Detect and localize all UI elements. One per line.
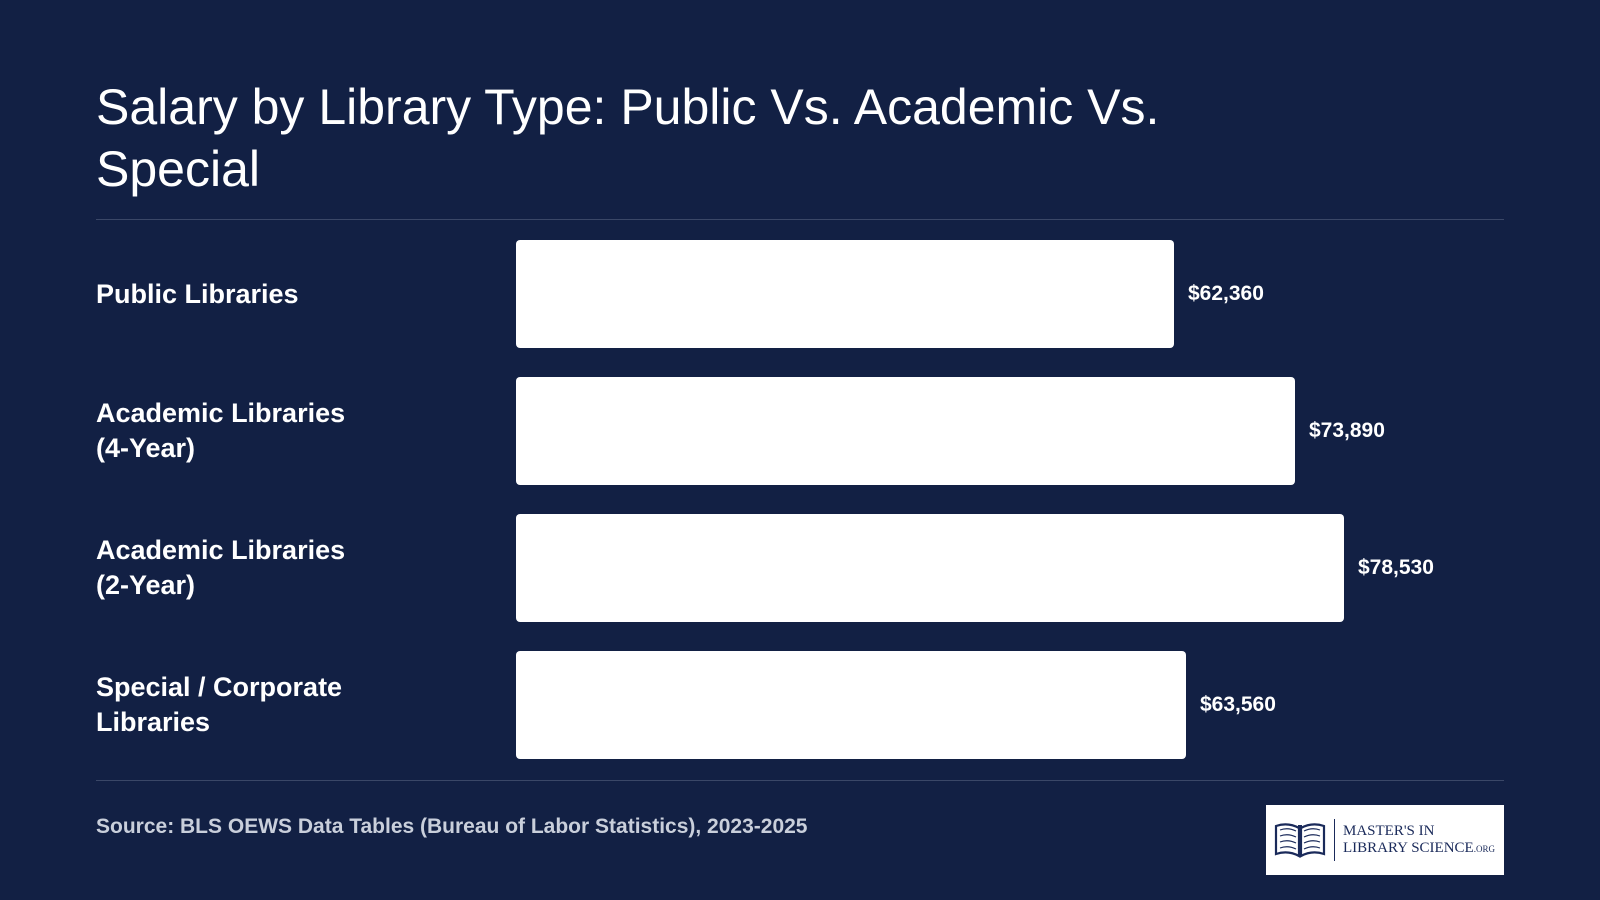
bar <box>516 651 1186 759</box>
bottom-divider <box>96 780 1504 781</box>
logo-separator <box>1334 819 1335 861</box>
chart-title: Salary by Library Type: Public Vs. Acade… <box>96 79 1160 197</box>
logo-line-1: MASTER'S IN <box>1343 822 1435 839</box>
source-note: Source: BLS OEWS Data Tables (Bureau of … <box>96 815 808 838</box>
bar <box>516 240 1174 348</box>
value-label: $78,530 <box>1358 556 1434 579</box>
value-label: $62,360 <box>1188 282 1264 305</box>
value-label: $73,890 <box>1309 419 1385 442</box>
logo-text: MASTER'S IN LIBRARY SCIENCE.ORG <box>1343 823 1495 858</box>
bar <box>516 377 1295 485</box>
category-label: Academic Libraries (4-Year) <box>96 398 346 463</box>
site-logo[interactable]: MASTER'S IN LIBRARY SCIENCE.ORG <box>1266 805 1504 875</box>
logo-line-2-main: LIBRARY SCIENCE <box>1343 839 1474 856</box>
open-book-icon <box>1274 823 1326 858</box>
logo-suffix: .ORG <box>1473 843 1495 854</box>
value-label: $63,560 <box>1200 693 1276 716</box>
category-label: Special / Corporate Libraries <box>96 672 343 737</box>
category-label: Public Libraries <box>96 278 299 309</box>
bar <box>516 514 1344 622</box>
category-label: Academic Libraries (2-Year) <box>96 535 346 600</box>
logo-line-2: LIBRARY SCIENCE.ORG <box>1343 840 1495 858</box>
top-divider <box>96 219 1504 220</box>
